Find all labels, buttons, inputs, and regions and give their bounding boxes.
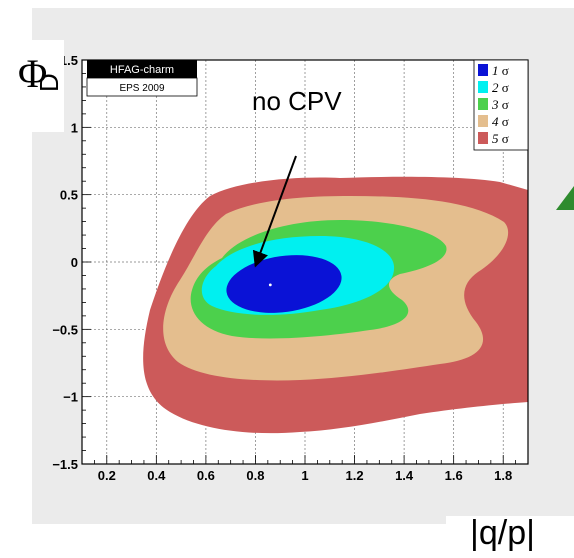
y-tick-labels: 1.5 1 0.5 0 −0.5 −1 −1.5 — [52, 53, 78, 472]
legend-label: 2 σ — [492, 80, 509, 95]
y-tick-label: 1.5 — [60, 53, 78, 68]
y-tick-label: 0.5 — [60, 188, 78, 203]
plot-frame — [81, 59, 529, 465]
x-tick-label: 0.8 — [246, 468, 264, 483]
annotation-arrow — [252, 155, 297, 268]
legend-swatch — [478, 64, 488, 76]
x-tick-label: 0.2 — [98, 468, 116, 483]
y-tick-label: −1.5 — [52, 457, 78, 472]
legend-swatch — [478, 115, 488, 127]
x-tick-labels: 0.2 0.4 0.6 0.8 1 1.2 1.4 1.6 1.8 — [98, 468, 513, 483]
legend-swatch — [478, 98, 488, 110]
annotation-label: no CPV — [252, 86, 342, 116]
legend-label: 5 σ — [492, 131, 509, 146]
legend-label: 4 σ — [492, 114, 509, 129]
y-tick-label: 1 — [71, 120, 78, 135]
hfag-badge: HFAG-charm EPS 2009 — [86, 60, 198, 97]
region-1-sigma — [226, 255, 342, 313]
y-tick-label: −1 — [63, 390, 78, 405]
y-tick-label: −0.5 — [52, 322, 78, 337]
x-axis-label: |q/p| — [470, 514, 535, 552]
legend-label: 1 σ — [492, 63, 509, 78]
green-triangle-icon — [556, 186, 574, 210]
y-tick-label: 0 — [71, 255, 78, 270]
x-tick-label: 1.6 — [445, 468, 463, 483]
legend-swatch — [478, 132, 488, 144]
badge-bottom-text: EPS 2009 — [119, 83, 164, 94]
confidence-regions — [143, 176, 528, 434]
x-tick-label: 1.4 — [395, 468, 414, 483]
badge-top-text: HFAG-charm — [110, 64, 174, 76]
x-tick-label: 0.4 — [147, 468, 166, 483]
legend: 1 σ 2 σ 3 σ 4 σ 5 σ — [473, 59, 529, 151]
x-tick-label: 0.6 — [197, 468, 215, 483]
y-axis-subscript: D — [34, 73, 64, 92]
legend-swatch — [478, 81, 488, 93]
y-axis-symbol: Φ — [18, 51, 48, 96]
x-tick-label: 1 — [301, 468, 308, 483]
x-tick-label: 1.8 — [494, 468, 512, 483]
x-tick-label: 1.2 — [346, 468, 364, 483]
legend-label: 3 σ — [491, 97, 509, 112]
best-fit-marker — [268, 283, 272, 287]
y-axis-label-box — [0, 40, 64, 132]
x-axis-label-box — [446, 516, 574, 558]
